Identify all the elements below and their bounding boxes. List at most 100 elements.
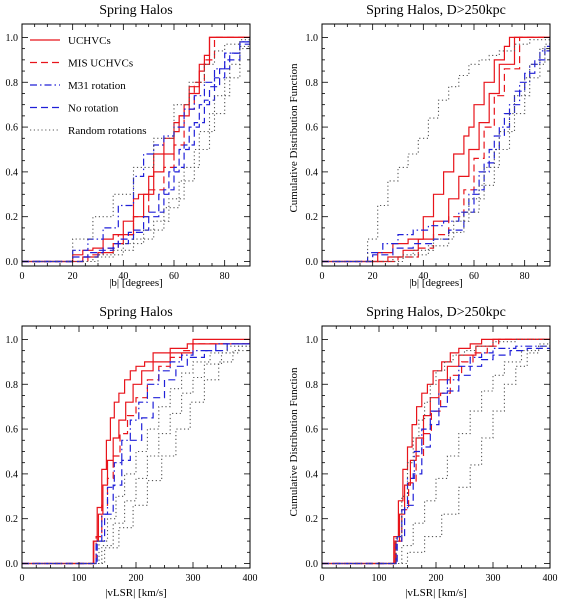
y-tick-label: 0.8 bbox=[6, 78, 19, 89]
panel: Spring Halos |vLSR| [km/s] 0 100 200 300 400… bbox=[6, 305, 258, 599]
y-tick-label: 0.6 bbox=[6, 425, 19, 436]
y-tick-label: 0.8 bbox=[306, 380, 319, 391]
y-tick-label: 1.0 bbox=[6, 33, 19, 44]
series-line-4 bbox=[22, 341, 250, 565]
y-tick-label: 0.6 bbox=[306, 123, 319, 134]
x-tick-label: 300 bbox=[486, 573, 501, 584]
x-tick-label: 400 bbox=[543, 573, 558, 584]
y-tick-label: 0.4 bbox=[306, 469, 319, 480]
series-line-7 bbox=[22, 343, 250, 565]
x-tick-label: 0 bbox=[20, 573, 25, 584]
series-line-5 bbox=[22, 37, 250, 263]
legend-label: Random rotations bbox=[68, 125, 147, 137]
series-line-3 bbox=[22, 37, 250, 263]
x-axis-label: |vLSR| [km/s] bbox=[405, 587, 467, 599]
x-tick-label: 40 bbox=[418, 271, 428, 282]
y-tick-label: 0.0 bbox=[306, 559, 319, 570]
x-tick-label: 40 bbox=[118, 271, 128, 282]
legend-label: M31 rotation bbox=[68, 80, 126, 92]
y-tick-label: 0.2 bbox=[306, 514, 319, 525]
x-tick-label: 100 bbox=[72, 573, 87, 584]
series-line-7 bbox=[22, 37, 250, 263]
series-line-2 bbox=[22, 36, 250, 263]
y-tick-label: 0.6 bbox=[6, 123, 19, 134]
series-line-1 bbox=[22, 36, 250, 263]
panel-title: Spring Halos, D>250kpc bbox=[366, 305, 506, 320]
y-tick-label: 0.4 bbox=[306, 167, 319, 178]
panel-title: Spring Halos bbox=[99, 3, 173, 18]
series-line-7 bbox=[322, 341, 550, 565]
y-tick-label: 0.2 bbox=[306, 212, 319, 223]
x-axis-label: |b| [degrees] bbox=[409, 277, 463, 289]
y-tick-label: 0.8 bbox=[6, 380, 19, 391]
series-line-0 bbox=[322, 338, 550, 565]
series-line-0 bbox=[322, 36, 550, 263]
series-line-2 bbox=[322, 36, 550, 263]
series-line-4 bbox=[22, 37, 250, 263]
legend-label: UCHVCs bbox=[68, 35, 111, 47]
panel-title: Spring Halos, D>250kpc bbox=[366, 3, 506, 18]
series-line-0 bbox=[22, 338, 250, 565]
y-axis-label: Cumulative Distribution Function bbox=[288, 63, 300, 213]
x-tick-label: 400 bbox=[243, 573, 258, 584]
panel: Spring Halos, D>250kpc |vLSR| [km/s] Cum… bbox=[288, 305, 558, 599]
panel: Spring Halos |b| [degrees] 0 20 40 60 80 0.0 0… bbox=[6, 3, 251, 289]
panel-title: Spring Halos bbox=[99, 305, 173, 320]
x-tick-label: 80 bbox=[520, 271, 530, 282]
series-line-1 bbox=[322, 338, 550, 565]
plot-frame bbox=[21, 325, 251, 569]
x-tick-label: 100 bbox=[372, 573, 387, 584]
x-tick-label: 60 bbox=[469, 271, 479, 282]
x-tick-label: 80 bbox=[220, 271, 230, 282]
panel: Spring Halos, D>250kpc |b| [degrees] Cum… bbox=[288, 3, 551, 289]
x-tick-label: 20 bbox=[68, 271, 78, 282]
y-tick-label: 0.6 bbox=[306, 425, 319, 436]
y-tick-label: 0.2 bbox=[6, 212, 19, 223]
series-line-5 bbox=[322, 37, 550, 263]
x-axis-label: |vLSR| [km/s] bbox=[105, 587, 167, 599]
plot-frame bbox=[321, 23, 551, 267]
y-tick-label: 1.0 bbox=[306, 335, 319, 346]
series-line-3 bbox=[322, 343, 550, 565]
plot-series-group bbox=[22, 36, 250, 263]
x-tick-label: 300 bbox=[186, 573, 201, 584]
series-line-1 bbox=[22, 339, 250, 565]
series-line-6 bbox=[322, 37, 550, 263]
x-tick-label: 60 bbox=[169, 271, 179, 282]
x-tick-label: 20 bbox=[368, 271, 378, 282]
x-tick-label: 0 bbox=[320, 271, 325, 282]
x-tick-label: 200 bbox=[129, 573, 144, 584]
y-tick-label: 1.0 bbox=[6, 335, 19, 346]
series-line-2 bbox=[22, 339, 250, 565]
legend: UCHVCs MIS UCHVCs M31 rotation No rotation R… bbox=[30, 35, 147, 137]
series-line-7 bbox=[322, 37, 550, 263]
y-tick-label: 0.4 bbox=[6, 469, 19, 480]
plot-series-group bbox=[322, 338, 550, 565]
series-line-6 bbox=[322, 341, 550, 565]
plot-series-group bbox=[22, 338, 250, 565]
series-line-0 bbox=[22, 36, 250, 263]
x-tick-label: 0 bbox=[20, 271, 25, 282]
series-line-8 bbox=[22, 37, 250, 263]
legend-label: MIS UCHVCs bbox=[68, 58, 133, 70]
y-tick-label: 0.0 bbox=[6, 257, 19, 268]
x-tick-label: 0 bbox=[320, 573, 325, 584]
y-tick-label: 0.8 bbox=[306, 78, 319, 89]
y-tick-label: 0.0 bbox=[6, 559, 19, 570]
legend-label: No rotation bbox=[68, 103, 119, 115]
y-axis-label: Cumulative Distribution Function bbox=[288, 367, 300, 517]
y-tick-label: 0.0 bbox=[306, 257, 319, 268]
x-tick-label: 200 bbox=[429, 573, 444, 584]
series-line-5 bbox=[22, 341, 250, 565]
y-tick-label: 0.2 bbox=[6, 514, 19, 525]
series-line-3 bbox=[322, 37, 550, 263]
series-line-4 bbox=[322, 37, 550, 263]
y-tick-label: 0.4 bbox=[6, 167, 19, 178]
series-line-4 bbox=[322, 347, 550, 565]
series-line-1 bbox=[322, 36, 550, 263]
series-line-3 bbox=[22, 341, 250, 565]
series-line-6 bbox=[22, 37, 250, 263]
plot-series-group bbox=[322, 36, 550, 263]
y-tick-label: 1.0 bbox=[306, 33, 319, 44]
